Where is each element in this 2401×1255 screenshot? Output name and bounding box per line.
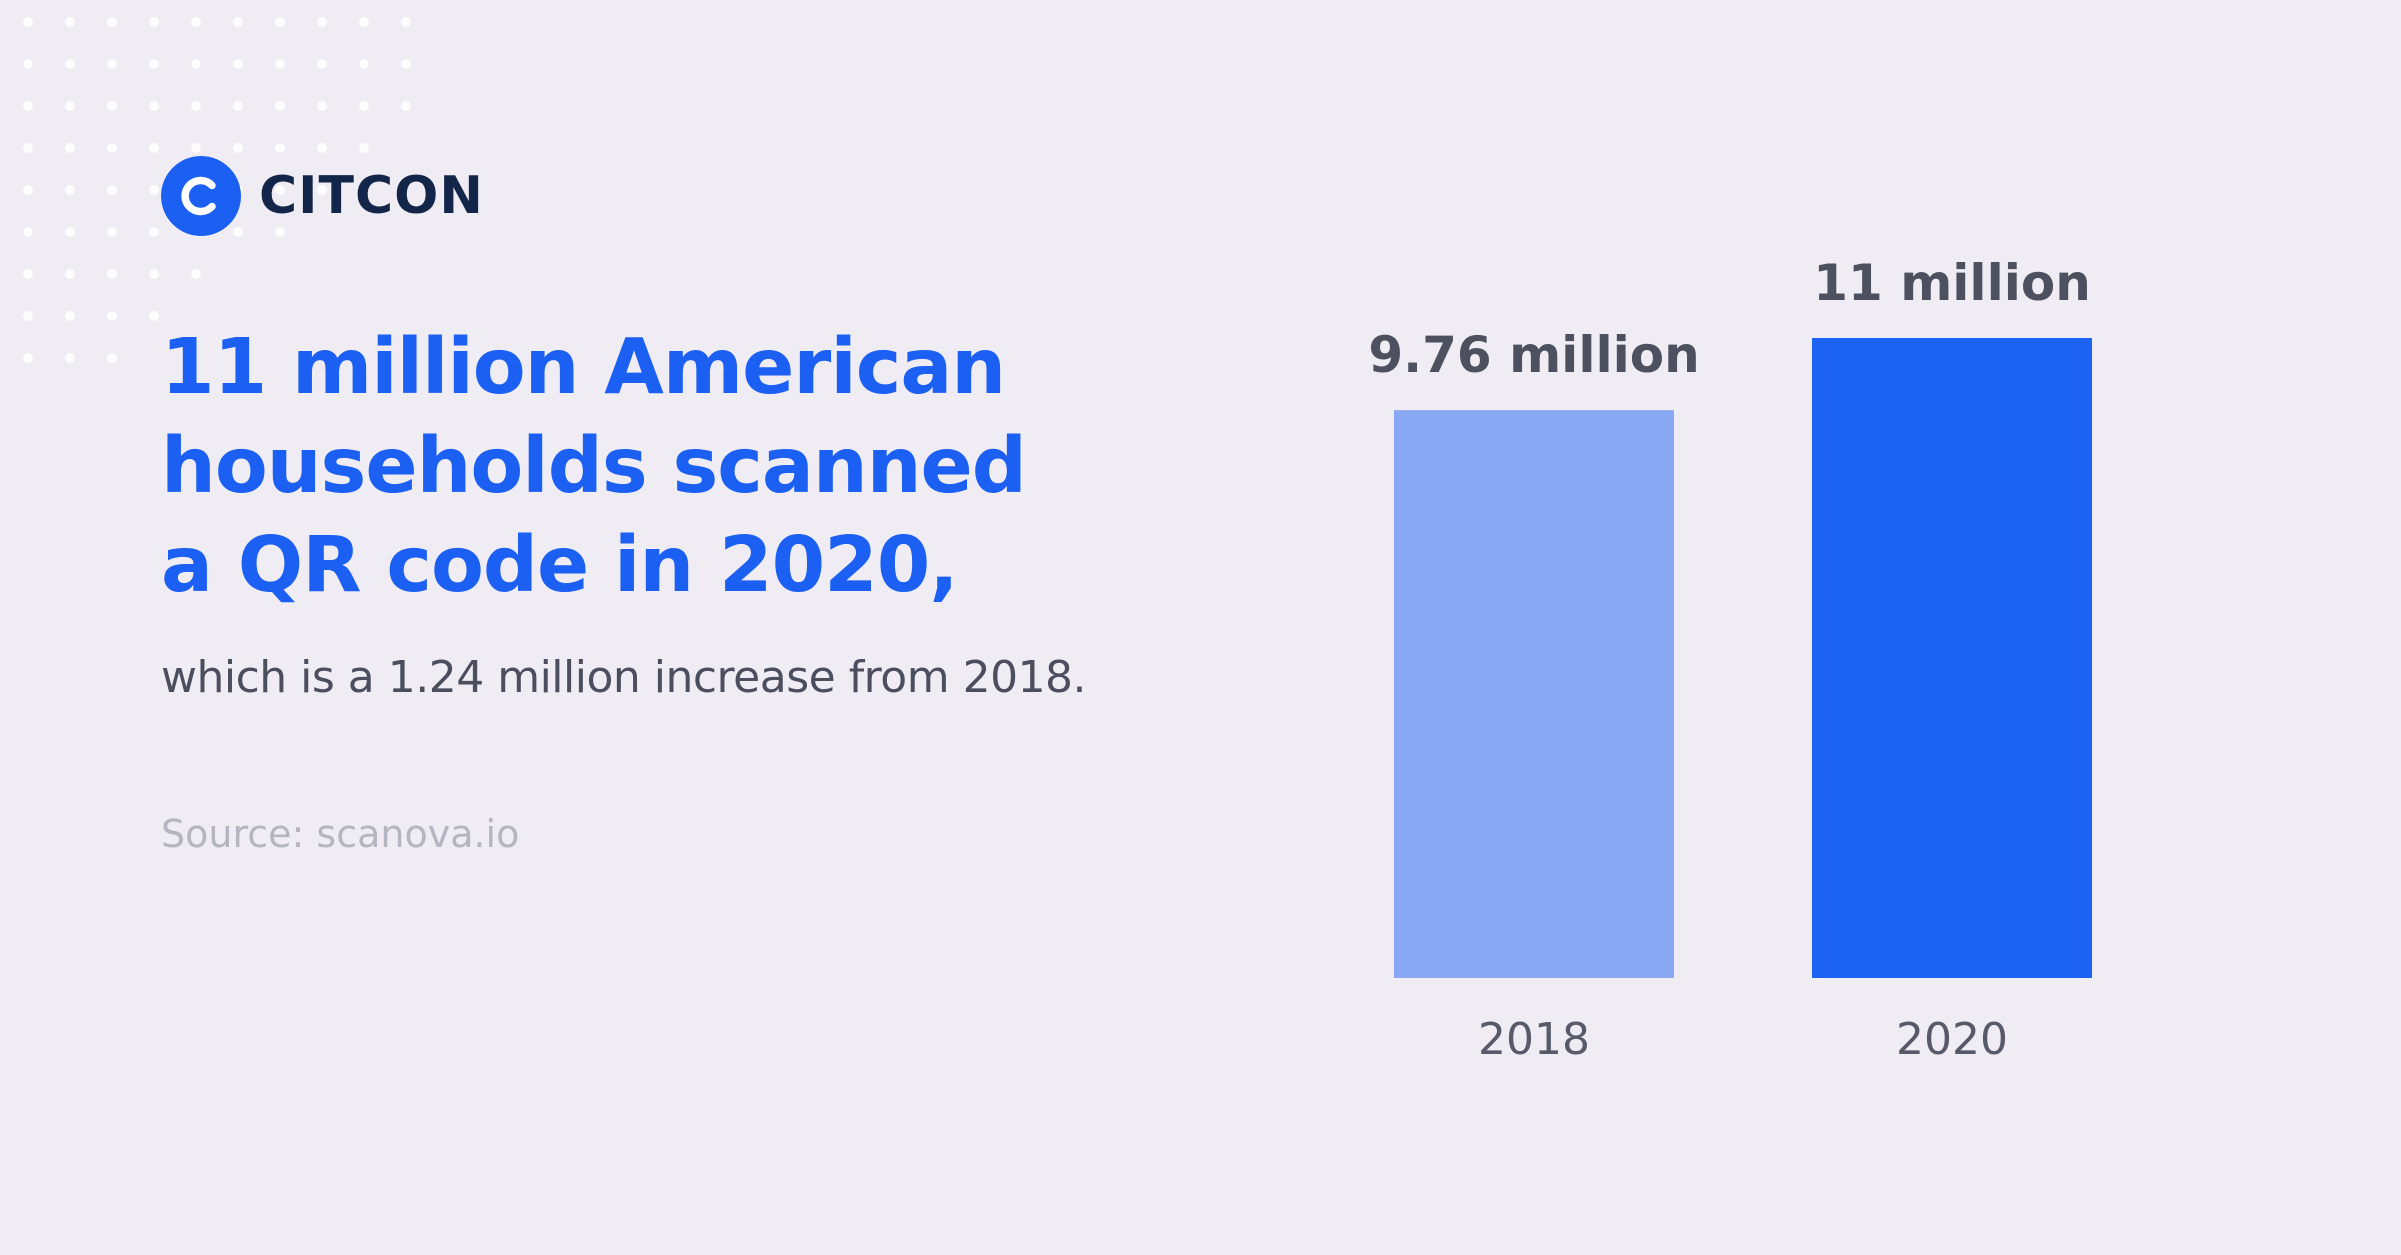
pattern-dot xyxy=(23,17,33,27)
pattern-dot xyxy=(359,101,369,111)
pattern-dot xyxy=(191,59,201,69)
pattern-dot xyxy=(23,59,33,69)
pattern-dot xyxy=(107,269,117,279)
pattern-dot xyxy=(23,269,33,279)
pattern-dot xyxy=(317,17,327,27)
pattern-dot xyxy=(149,101,159,111)
pattern-dot xyxy=(233,17,243,27)
pattern-dot xyxy=(65,101,75,111)
pattern-dot xyxy=(65,311,75,321)
pattern-dot xyxy=(275,185,285,195)
pattern-dot xyxy=(65,353,75,363)
citcon-logo-icon xyxy=(161,156,241,236)
bar-2018 xyxy=(1394,410,1674,978)
brand-logo: CITCON xyxy=(161,156,484,236)
data-label-2018: 9.76 million xyxy=(1368,326,1699,384)
pattern-dot xyxy=(65,59,75,69)
pattern-dot xyxy=(149,311,159,321)
pattern-dot xyxy=(107,227,117,237)
pattern-dot xyxy=(107,59,117,69)
pattern-dot xyxy=(359,143,369,153)
pattern-dot xyxy=(107,353,117,363)
pattern-dot xyxy=(233,227,243,237)
pattern-dot xyxy=(65,17,75,27)
pattern-dot xyxy=(191,17,201,27)
pattern-dot xyxy=(317,59,327,69)
pattern-dot xyxy=(23,101,33,111)
bar-chart: 9.76 million 2018 11 million 2020 xyxy=(1368,254,2092,1065)
pattern-dot xyxy=(23,143,33,153)
pattern-dot xyxy=(317,143,327,153)
pattern-dot xyxy=(359,59,369,69)
pattern-dot xyxy=(107,143,117,153)
pattern-dot xyxy=(65,269,75,279)
pattern-dot xyxy=(23,227,33,237)
pattern-dot xyxy=(149,269,159,279)
pattern-dot xyxy=(191,101,201,111)
pattern-dot xyxy=(233,143,243,153)
pattern-dot xyxy=(23,353,33,363)
pattern-dot xyxy=(401,101,411,111)
pattern-dot xyxy=(233,59,243,69)
pattern-dot xyxy=(317,185,327,195)
pattern-dot xyxy=(65,227,75,237)
data-label-2020: 11 million xyxy=(1813,254,2091,312)
pattern-dot xyxy=(275,59,285,69)
pattern-dot xyxy=(65,185,75,195)
pattern-dot xyxy=(191,143,201,153)
pattern-dot xyxy=(191,269,201,279)
headline-line-2: households scanned xyxy=(161,422,1027,511)
pattern-dot xyxy=(23,185,33,195)
pattern-dot xyxy=(107,311,117,321)
pattern-dot xyxy=(275,17,285,27)
x-tick-label-2020: 2020 xyxy=(1896,1014,2008,1065)
pattern-dot xyxy=(149,17,159,27)
pattern-dot xyxy=(149,59,159,69)
pattern-dot xyxy=(107,17,117,27)
pattern-dot xyxy=(317,101,327,111)
subline: which is a 1.24 million increase from 20… xyxy=(161,652,1087,703)
pattern-dot xyxy=(149,143,159,153)
pattern-dot xyxy=(275,101,285,111)
pattern-dot xyxy=(149,227,159,237)
pattern-dot xyxy=(401,59,411,69)
pattern-dot xyxy=(23,311,33,321)
headline: 11 million American households scanned a… xyxy=(161,318,1161,615)
x-tick-label-2018: 2018 xyxy=(1478,1014,1590,1065)
pattern-dot xyxy=(107,185,117,195)
pattern-dot xyxy=(233,101,243,111)
pattern-dot xyxy=(401,17,411,27)
brand-name: CITCON xyxy=(259,166,484,226)
pattern-dot xyxy=(149,185,159,195)
pattern-dot xyxy=(359,17,369,27)
pattern-dot xyxy=(107,101,117,111)
pattern-dot xyxy=(275,227,285,237)
pattern-dot xyxy=(65,143,75,153)
source-credit: Source: scanova.io xyxy=(161,812,520,856)
bar-2020 xyxy=(1812,338,2092,978)
headline-line-1: 11 million American xyxy=(161,323,1006,412)
pattern-dot xyxy=(275,143,285,153)
headline-line-3: a QR code in 2020, xyxy=(161,521,959,610)
